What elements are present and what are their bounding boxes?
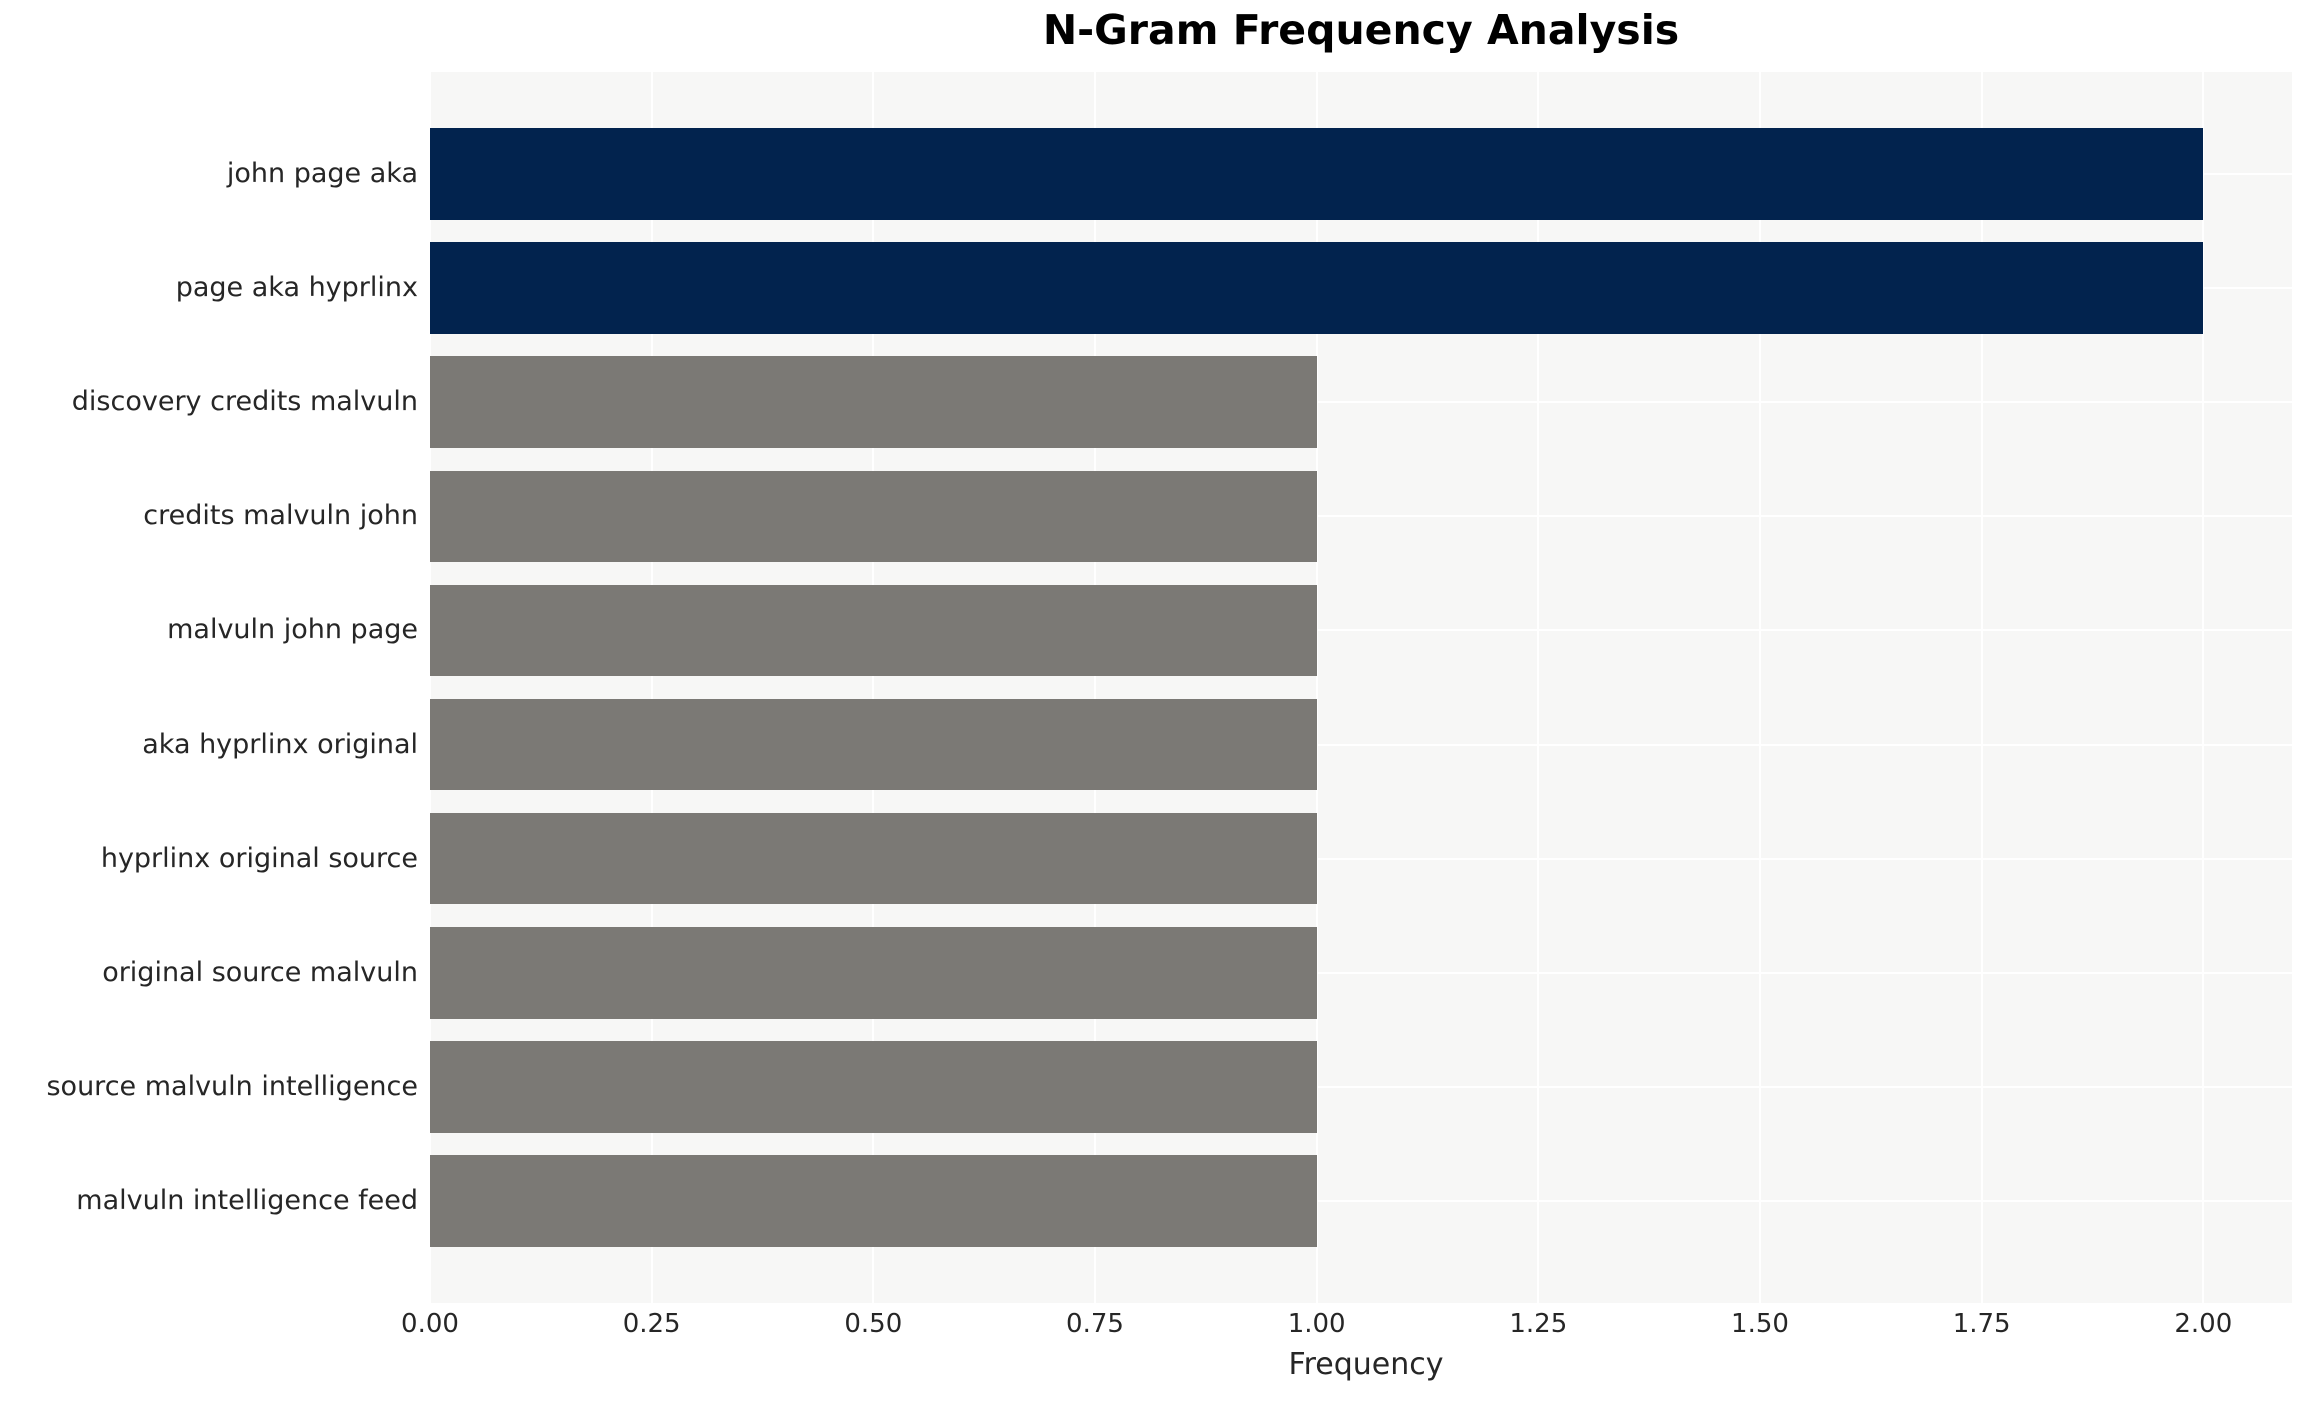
x-tick-label: 0.50 bbox=[844, 1309, 903, 1339]
gridline-vertical bbox=[2202, 72, 2205, 1303]
gridline-horizontal bbox=[430, 629, 2292, 632]
bar bbox=[430, 356, 1317, 448]
x-tick-label: 0.25 bbox=[622, 1309, 681, 1339]
y-tick-label: source malvuln intelligence bbox=[46, 1070, 418, 1102]
bar bbox=[430, 927, 1317, 1019]
y-tick-label: discovery credits malvuln bbox=[71, 386, 418, 418]
gridline-horizontal bbox=[430, 515, 2292, 518]
gridline-vertical bbox=[1315, 72, 1318, 1303]
gridline-horizontal bbox=[430, 971, 2292, 974]
plot-area bbox=[429, 72, 2292, 1303]
x-tick-label: 2.00 bbox=[2174, 1309, 2233, 1339]
bar bbox=[430, 813, 1317, 905]
chart-title: N-Gram Frequency Analysis bbox=[1042, 6, 1680, 54]
y-tick-label: malvuln john page bbox=[167, 614, 418, 646]
bar bbox=[430, 128, 2204, 220]
x-axis-label: Frequency bbox=[1288, 1347, 1444, 1382]
bar bbox=[430, 470, 1317, 562]
y-tick-label: credits malvuln john bbox=[143, 500, 418, 532]
y-tick-label: hyprlinx original source bbox=[100, 842, 418, 874]
bar bbox=[430, 242, 2204, 334]
gridline-vertical bbox=[429, 72, 431, 1303]
gridline-horizontal bbox=[430, 743, 2292, 746]
bar bbox=[430, 1041, 1317, 1133]
x-tick-label: 1.00 bbox=[1287, 1309, 1346, 1339]
gridline-horizontal bbox=[430, 857, 2292, 860]
y-tick-label: original source malvuln bbox=[102, 956, 418, 988]
gridline-horizontal bbox=[430, 401, 2292, 404]
gridline-vertical bbox=[1759, 72, 1761, 1303]
gridline-vertical bbox=[1094, 72, 1096, 1303]
gridline-vertical bbox=[1980, 72, 1983, 1303]
x-tick-label: 0.00 bbox=[401, 1309, 459, 1339]
bar bbox=[430, 1155, 1317, 1247]
gridline-vertical bbox=[650, 72, 653, 1303]
y-tick-label: page aka hyprlinx bbox=[175, 272, 418, 304]
y-tick-label: aka hyprlinx original bbox=[142, 728, 418, 760]
x-tick-label: 1.75 bbox=[1952, 1309, 2011, 1339]
gridline-vertical bbox=[872, 72, 875, 1303]
y-tick-label: john page aka bbox=[226, 157, 418, 189]
gridline-vertical bbox=[1537, 72, 1540, 1303]
x-tick-label: 0.75 bbox=[1066, 1309, 1124, 1339]
bar bbox=[430, 584, 1317, 677]
x-tick-label: 1.25 bbox=[1509, 1309, 1568, 1339]
y-tick-label: malvuln intelligence feed bbox=[76, 1185, 418, 1217]
x-tick-label: 1.50 bbox=[1731, 1309, 1789, 1339]
gridline-horizontal bbox=[430, 1085, 2292, 1088]
gridline-horizontal bbox=[430, 1200, 2292, 1203]
bar bbox=[430, 698, 1317, 791]
